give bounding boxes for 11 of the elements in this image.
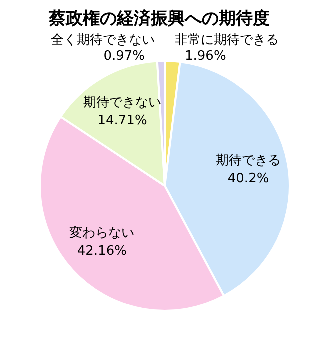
slice-label: 期待できる bbox=[216, 153, 282, 168]
slice-label: 非常に期待できる bbox=[175, 33, 279, 48]
data-label: 0.97% bbox=[104, 49, 145, 64]
data-label: 42.16% bbox=[77, 244, 127, 260]
data-label: 40.2% bbox=[228, 171, 270, 186]
chart-title: 蔡政権の経済振興への期待度 bbox=[48, 9, 270, 29]
slice-label: 全く期待できない bbox=[51, 33, 155, 48]
slice-label: 期待できない bbox=[84, 95, 162, 110]
data-label: 14.71% bbox=[98, 113, 148, 128]
data-label: 1.96% bbox=[185, 49, 226, 64]
slice-label: 変わらない bbox=[70, 225, 135, 242]
